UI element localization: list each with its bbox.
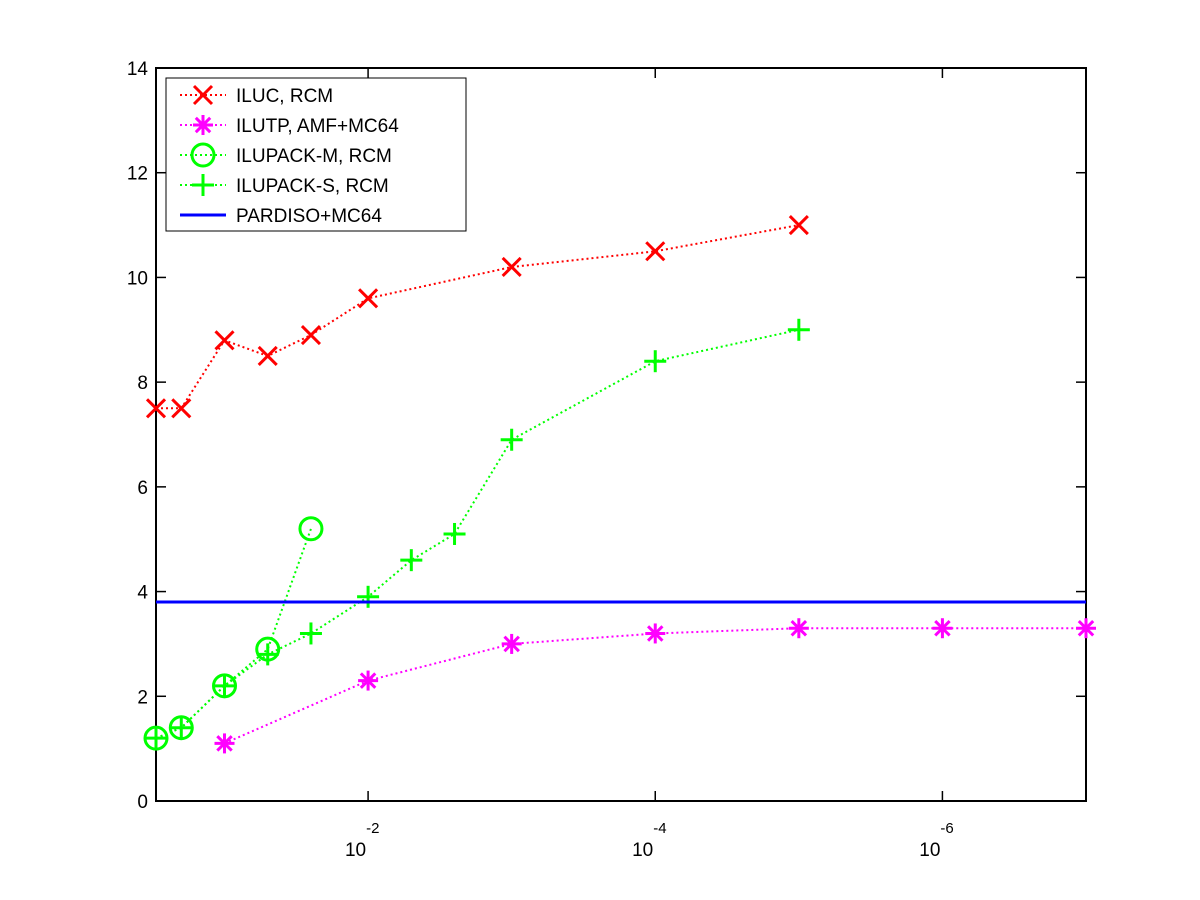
series-1 xyxy=(214,618,1096,754)
legend-label: ILUPACK-S, RCM xyxy=(236,176,389,197)
data-point-marker xyxy=(1077,619,1095,637)
x-tick-label-exponent: -4 xyxy=(653,820,666,837)
series-layer xyxy=(143,215,1096,754)
legend-marker xyxy=(190,142,216,168)
x-tick-label-base: 10 xyxy=(345,840,366,861)
x-tick-label-base: 10 xyxy=(632,840,653,861)
data-point-marker xyxy=(645,241,666,262)
legend-label: ILUTP, AMF+MC64 xyxy=(236,116,399,137)
y-tick-label: 2 xyxy=(137,687,148,708)
y-tick-label: 0 xyxy=(137,792,148,813)
y-tick-label: 6 xyxy=(137,478,148,499)
series-line xyxy=(156,224,799,410)
series-line xyxy=(155,528,312,740)
data-point-marker xyxy=(300,324,322,346)
x-tick-label-base: 10 xyxy=(919,840,940,861)
legend-label: ILUPACK-M, RCM xyxy=(236,146,392,167)
data-point-marker xyxy=(359,672,377,689)
y-tick-label: 8 xyxy=(137,373,148,394)
x-tick-label-exponent: -6 xyxy=(940,820,953,837)
y-tick-label: 10 xyxy=(127,268,148,289)
y-tick-label: 14 xyxy=(127,59,149,80)
data-point-marker xyxy=(298,516,324,542)
data-point-marker xyxy=(501,256,522,278)
data-point-marker xyxy=(790,619,808,637)
data-point-marker xyxy=(214,330,235,351)
legend-label: PARDISO+MC64 xyxy=(236,206,382,227)
x-tick-label-exponent: -2 xyxy=(366,820,379,837)
legend-marker xyxy=(194,116,212,134)
series-3 xyxy=(145,318,810,750)
data-point-marker xyxy=(216,735,233,752)
data-point-marker xyxy=(145,398,167,419)
series-0 xyxy=(145,215,809,419)
legend: ILUC, RCM ILUTP, AMF+MC64 ILUPACK-M, RCM IL… xyxy=(165,77,467,232)
data-point-marker xyxy=(788,215,809,236)
data-point-marker xyxy=(358,288,379,309)
legend-marker xyxy=(192,84,214,106)
y-tick-label: 4 xyxy=(137,583,148,604)
data-point-marker xyxy=(503,635,520,653)
legend-label: ILUC, RCM xyxy=(236,86,333,107)
data-point-marker xyxy=(646,625,664,642)
data-point-marker xyxy=(934,619,951,637)
y-tick-label: 12 xyxy=(127,164,148,185)
data-point-marker xyxy=(171,398,192,419)
data-point-marker xyxy=(257,345,278,367)
